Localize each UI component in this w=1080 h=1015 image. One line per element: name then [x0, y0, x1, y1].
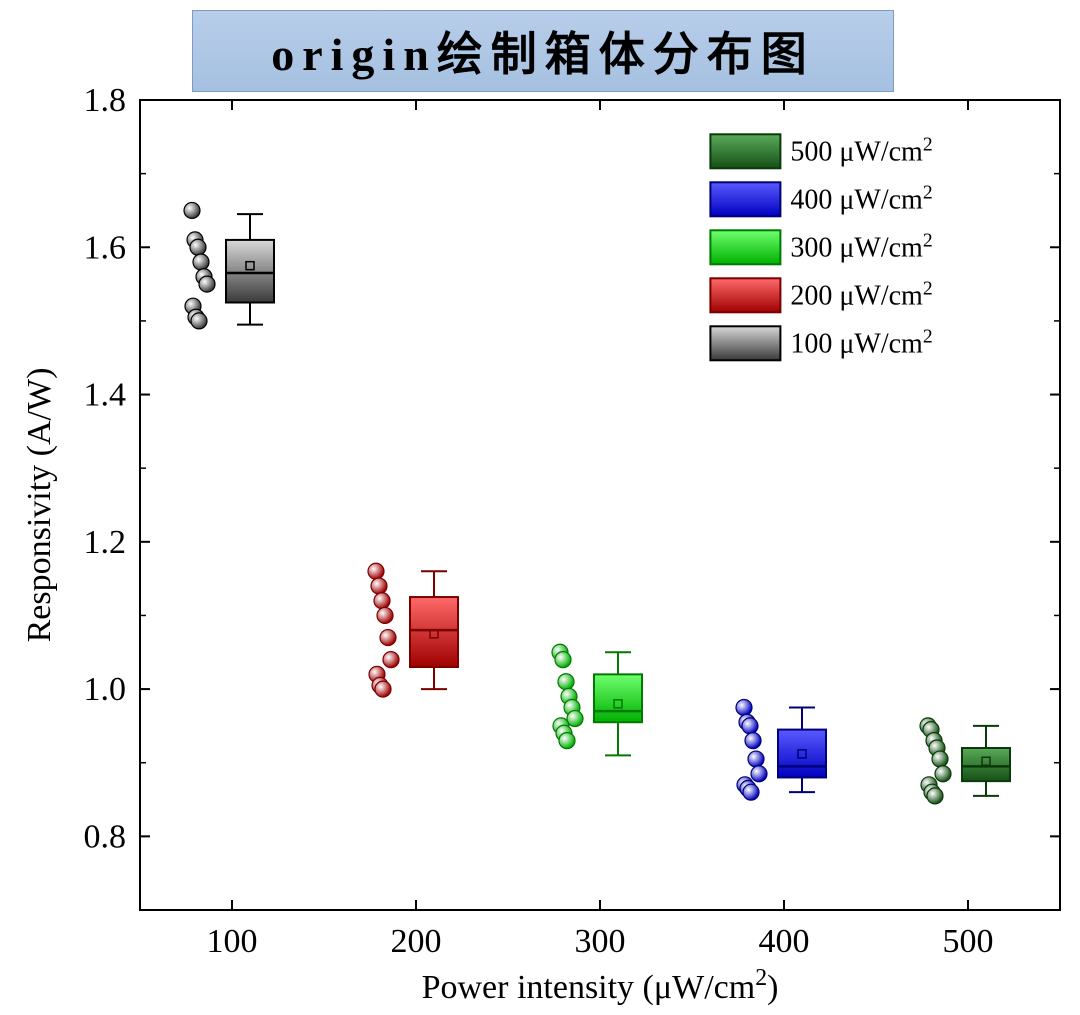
- chart-title-banner: origin绘制箱体分布图: [192, 10, 894, 92]
- svg-text:400 μW/cm2: 400 μW/cm2: [790, 182, 932, 216]
- svg-text:300 μW/cm2: 300 μW/cm2: [790, 230, 932, 264]
- svg-text:1.2: 1.2: [84, 524, 127, 561]
- svg-text:400: 400: [759, 923, 810, 960]
- svg-text:500 μW/cm2: 500 μW/cm2: [790, 134, 932, 168]
- boxplot-chart: 100 200 300 400 500 0.8 1.0 1.2 1.4 1.6 1.8 Power i…: [0, 0, 1080, 1015]
- svg-text:200 μW/cm2: 200 μW/cm2: [790, 278, 932, 312]
- svg-text:0.8: 0.8: [84, 818, 127, 855]
- svg-text:100: 100: [207, 923, 258, 960]
- svg-text:300: 300: [575, 923, 626, 960]
- svg-text:Power intensity (μW/cm2): Power intensity (μW/cm2): [422, 965, 779, 1006]
- chart-container: origin绘制箱体分布图 100 200 300 400 500 0.8 1.0 1.2 1.…: [0, 0, 1080, 1015]
- svg-text:200: 200: [391, 923, 442, 960]
- chart-title: origin绘制箱体分布图: [271, 18, 815, 84]
- svg-text:1.4: 1.4: [84, 377, 127, 414]
- svg-text:1.8: 1.8: [84, 82, 127, 119]
- svg-text:500: 500: [943, 923, 994, 960]
- svg-text:100 μW/cm2: 100 μW/cm2: [790, 326, 932, 360]
- svg-text:1.0: 1.0: [84, 671, 127, 708]
- svg-text:1.6: 1.6: [84, 229, 127, 266]
- svg-text:Responsivity (A/W): Responsivity (A/W): [21, 368, 58, 643]
